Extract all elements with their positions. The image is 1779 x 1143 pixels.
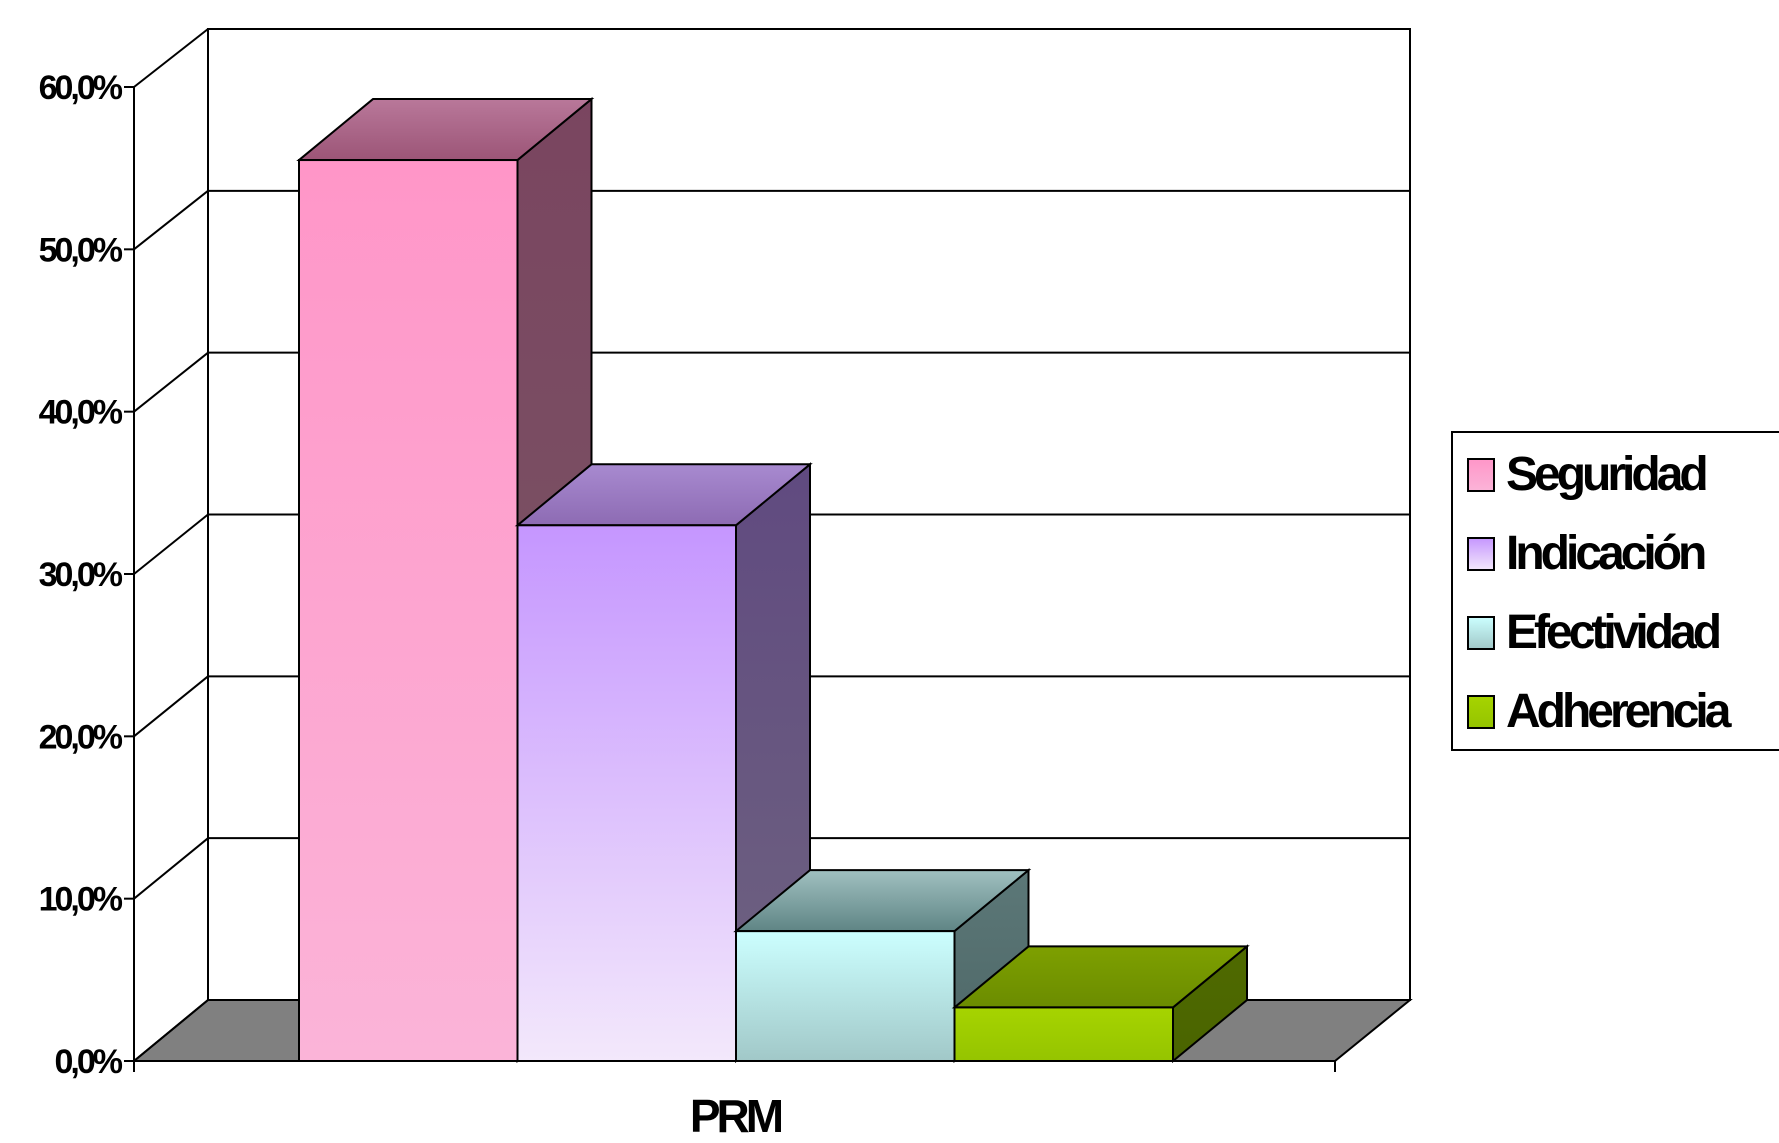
y-tick-label: 20,0% xyxy=(39,718,123,756)
legend-label: Adherencia xyxy=(1506,685,1732,738)
legend-swatch xyxy=(1467,695,1495,729)
bar-front xyxy=(953,1006,1174,1062)
gridline-side xyxy=(133,513,209,575)
y-tick-label: 30,0% xyxy=(39,556,123,594)
gridline-side xyxy=(133,351,209,413)
legend: Seguridad Indicación Efectividad Adherencia xyxy=(1451,431,1779,751)
bar-front xyxy=(516,524,737,1062)
gridline-side xyxy=(133,675,209,738)
legend-swatch xyxy=(1467,537,1495,571)
bar-front xyxy=(298,159,519,1063)
legend-box xyxy=(1451,431,1779,751)
bar-adherencia xyxy=(951,944,1250,1064)
y-tick-label: 10,0% xyxy=(39,881,123,919)
legend-swatch xyxy=(1467,616,1495,650)
left-wall-bottom-edge xyxy=(133,999,209,1062)
y-axis: 0,0% 10,0% 20,0% 30,0% 40,0% 50,0% 60,0% xyxy=(39,29,209,1081)
legend-label: Efectividad xyxy=(1506,606,1720,659)
bar-front xyxy=(735,930,956,1063)
y-tick-label: 40,0% xyxy=(39,394,123,432)
y-tick-label: 60,0% xyxy=(39,69,123,107)
y-tick-label: 0,0% xyxy=(55,1043,123,1081)
bars xyxy=(296,96,1250,1064)
gridline-side xyxy=(133,837,209,900)
legend-label: Seguridad xyxy=(1506,448,1706,501)
y-tick-label: 50,0% xyxy=(39,231,123,269)
legend-swatch xyxy=(1467,458,1495,492)
legend-label: Indicación xyxy=(1506,527,1705,580)
gridline-side xyxy=(133,190,209,251)
left-wall-top-edge xyxy=(133,28,209,88)
x-axis-label: PRM xyxy=(690,1090,782,1138)
